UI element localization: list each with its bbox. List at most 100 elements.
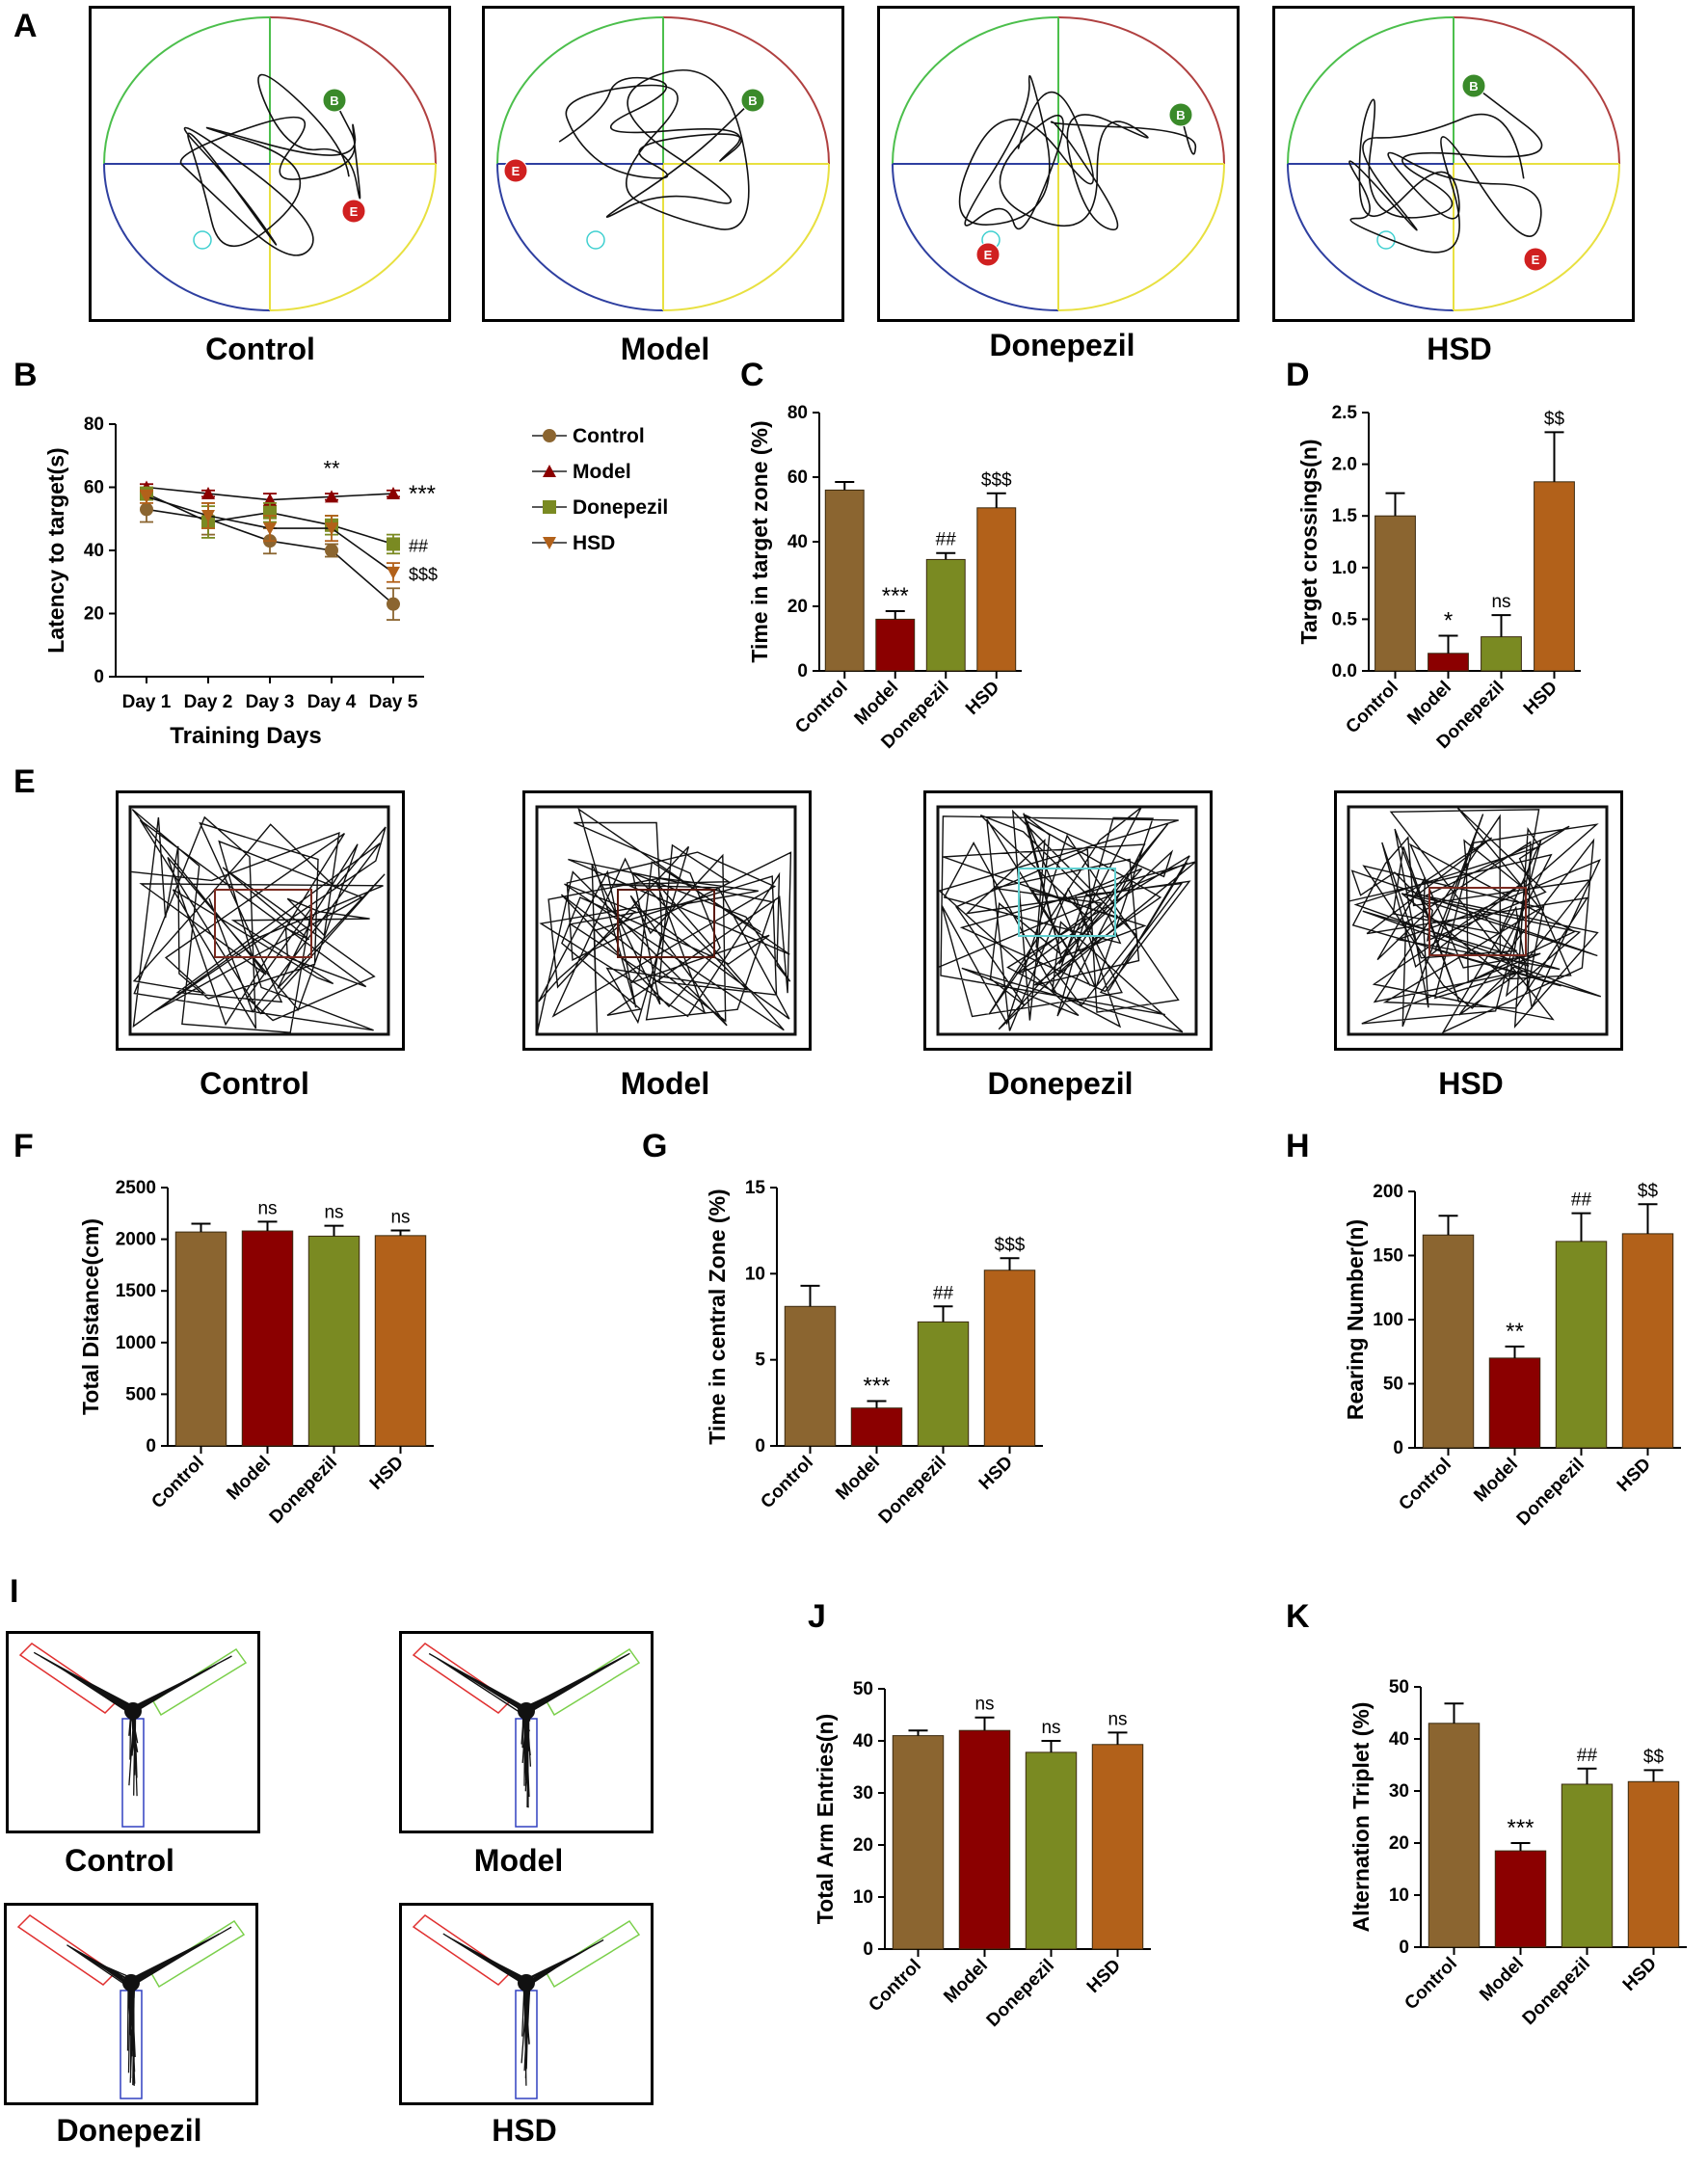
F-y-tick-label: 1500 <box>116 1281 156 1301</box>
D-annotation: * <box>1444 608 1453 634</box>
H-y-tick-label: 200 <box>1373 1182 1403 1202</box>
B-x-tick-label: Day 2 <box>184 692 233 712</box>
end-marker <box>1523 247 1548 272</box>
D-annotation: $$ <box>1544 409 1565 429</box>
ymaze-arm-green <box>149 1919 246 1989</box>
marker-letter: B <box>1176 108 1185 122</box>
ymaze-trace-hsd <box>399 1903 654 2105</box>
marker-letter: E <box>1532 253 1540 267</box>
H-annotation: $$ <box>1638 1181 1659 1201</box>
H-bar-hsd <box>1621 1233 1674 1449</box>
pool-quadrant-green <box>892 16 1059 165</box>
K-y-tick-label: 0 <box>1399 1938 1409 1958</box>
pool-quadrant-blue <box>1287 163 1454 311</box>
K-y-axis-label: Alternation Triplet (%) <box>1348 1702 1374 1933</box>
end-marker <box>975 242 1001 267</box>
B-legend-marker <box>543 500 556 514</box>
C-bar-hsd <box>976 507 1017 672</box>
K-y-tick-label: 20 <box>1389 1833 1409 1854</box>
B-point-hsd <box>387 566 400 579</box>
openfield-label-donepezil: Donepezil <box>987 1066 1134 1101</box>
D-bar-hsd <box>1534 481 1575 672</box>
H-x-tick-label: HSD <box>1614 1455 1655 1496</box>
F-bar-model <box>241 1230 294 1447</box>
marker-letter: E <box>512 164 520 178</box>
D-annotation: ns <box>1491 592 1510 612</box>
B-annotation: ## <box>409 536 428 555</box>
marker-letter: E <box>350 204 359 219</box>
K-bar-model <box>1494 1850 1547 1948</box>
central-zone <box>1018 868 1116 937</box>
pool-platform <box>586 230 605 250</box>
G-x-tick-label: HSD <box>975 1453 1017 1494</box>
B-point-donepezil <box>387 537 400 551</box>
B-x-tick-label: Day 4 <box>307 692 357 712</box>
B-point-control <box>325 544 338 557</box>
H-x-tick-label: Donepezil <box>1513 1455 1588 1530</box>
B-legend-marker <box>543 537 556 549</box>
K-bar-control <box>1428 1723 1481 1948</box>
F-y-axis-label: Total Distance(cm) <box>78 1218 103 1415</box>
B-x-axis-label: Training Days <box>170 723 321 749</box>
D-y-tick-label: 1.5 <box>1332 506 1358 526</box>
C-y-tick-label: 60 <box>787 468 808 488</box>
ymaze-label-donepezil: Donepezil <box>56 2113 202 2148</box>
G-x-tick-label: Donepezil <box>875 1453 950 1528</box>
G-bar-control <box>784 1305 837 1447</box>
open-field-wall-trace <box>1347 805 1609 1036</box>
swim-path <box>558 69 754 230</box>
D-y-tick-label: 0.5 <box>1332 609 1358 629</box>
K-bar-hsd <box>1627 1780 1680 1948</box>
K-x-tick-label: Control <box>1401 1954 1461 2015</box>
marker-letter: B <box>748 94 757 108</box>
B-x-tick-label: Day 3 <box>246 692 295 712</box>
B-legend-label: Control <box>573 425 645 447</box>
J-annotation: ns <box>1041 1718 1060 1738</box>
C-annotation: $$$ <box>981 470 1012 491</box>
openfield-label-model: Model <box>620 1066 710 1101</box>
B-y-tick-label: 40 <box>84 541 104 561</box>
maze-label-donepezil: Donepezil <box>989 328 1135 362</box>
G-x-tick-label: Model <box>832 1453 884 1505</box>
ymaze-path <box>33 1651 232 1797</box>
B-y-tick-label: 80 <box>84 414 104 435</box>
J-y-tick-label: 0 <box>863 1939 873 1960</box>
K-x-tick-label: Donepezil <box>1519 1954 1594 2029</box>
C-x-tick-label: Control <box>791 678 852 738</box>
H-y-tick-label: 0 <box>1393 1438 1403 1458</box>
chart-g: 0 5 10 15 Time in central Zone (%) Control Mod… <box>705 1178 1043 1528</box>
open-field-path <box>130 809 387 1033</box>
start-marker <box>1168 102 1193 127</box>
swim-path <box>958 75 1197 231</box>
start-marker <box>322 88 347 113</box>
B-point-hsd <box>263 522 277 536</box>
D-bar-model <box>1428 653 1469 672</box>
G-y-axis-label: Time in central Zone (%) <box>705 1189 730 1444</box>
open-field-path <box>938 807 1197 1033</box>
F-y-tick-label: 2000 <box>116 1230 156 1250</box>
G-annotation: *** <box>863 1374 890 1400</box>
H-y-tick-label: 100 <box>1373 1310 1403 1330</box>
pool-quadrant-blue <box>496 163 664 311</box>
ymaze-label-control: Control <box>65 1843 174 1878</box>
end-marker <box>341 199 366 224</box>
H-y-tick-label: 150 <box>1373 1246 1403 1267</box>
panel-letter-a: A <box>13 8 38 44</box>
pool-quadrant-green <box>496 16 664 165</box>
B-point-model <box>387 487 400 500</box>
J-annotation: ns <box>1108 1709 1127 1729</box>
D-y-tick-label: 1.0 <box>1332 558 1357 578</box>
F-x-tick-label: Control <box>147 1453 208 1513</box>
panel-letter-g: G <box>642 1128 667 1164</box>
G-bar-hsd <box>983 1270 1036 1447</box>
F-bar-hsd <box>374 1235 427 1447</box>
K-annotation: $$ <box>1643 1747 1665 1767</box>
swim-path <box>179 73 361 256</box>
J-x-tick-label: HSD <box>1083 1956 1125 1997</box>
C-y-tick-label: 20 <box>787 597 808 617</box>
J-y-tick-label: 30 <box>853 1783 873 1804</box>
B-point-control <box>387 597 400 611</box>
